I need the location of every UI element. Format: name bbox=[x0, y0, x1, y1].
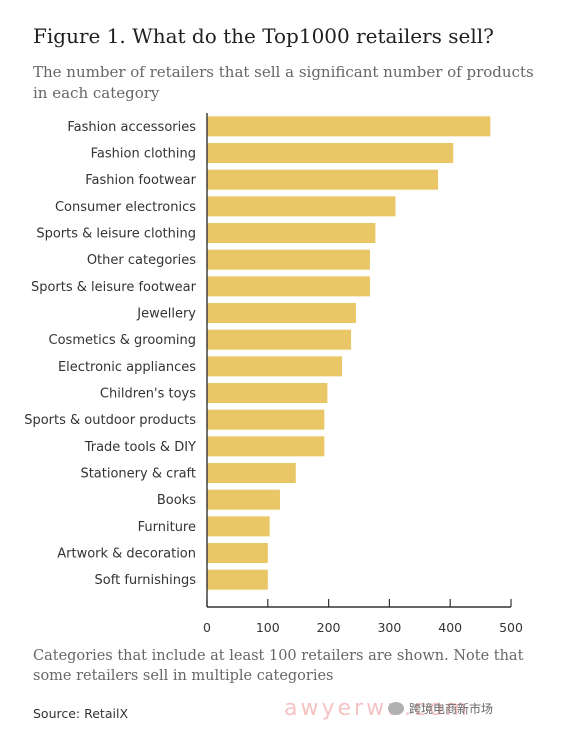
category-label: Jewellery bbox=[136, 307, 196, 322]
bar bbox=[207, 329, 352, 350]
category-label: Furniture bbox=[138, 520, 196, 535]
category-label: Sports & outdoor products bbox=[24, 413, 196, 428]
category-label: Books bbox=[157, 493, 196, 508]
bar bbox=[207, 516, 270, 537]
x-tick-label: 200 bbox=[317, 620, 341, 635]
watermark-badge: 跨境电商新市场 bbox=[388, 700, 493, 717]
bar bbox=[207, 356, 342, 377]
bar bbox=[207, 276, 370, 297]
category-label: Stationery & craft bbox=[80, 467, 196, 482]
bar bbox=[207, 383, 328, 403]
chart-footnote: Categories that include at least 100 ret… bbox=[33, 648, 524, 684]
wechat-icon bbox=[388, 702, 404, 715]
category-label: Children's toys bbox=[100, 387, 196, 402]
bar bbox=[207, 409, 325, 430]
bar bbox=[207, 143, 454, 163]
bar bbox=[207, 196, 396, 217]
category-label: Fashion accessories bbox=[67, 120, 196, 135]
source-label: Source: RetailX bbox=[33, 706, 129, 721]
x-tick-label: 300 bbox=[377, 620, 401, 635]
x-tick-label: 100 bbox=[256, 620, 280, 635]
bar bbox=[207, 249, 370, 270]
category-label: Other categories bbox=[87, 253, 196, 268]
category-label: Consumer electronics bbox=[55, 200, 196, 215]
chart-title: Figure 1. What do the Top1000 retailers … bbox=[33, 24, 494, 48]
category-label: Fashion clothing bbox=[91, 147, 196, 162]
category-label: Cosmetics & grooming bbox=[49, 333, 196, 348]
bar bbox=[207, 489, 280, 510]
category-label: Artwork & decoration bbox=[57, 547, 196, 562]
category-labels: Fashion accessories Fashion clothing Fashi… bbox=[24, 120, 196, 588]
bar bbox=[207, 569, 268, 590]
bar bbox=[207, 223, 376, 243]
watermark-badge-text: 跨境电商新市场 bbox=[409, 702, 494, 716]
x-tick-label: 500 bbox=[499, 620, 523, 635]
bar bbox=[207, 543, 268, 563]
bar bbox=[207, 169, 439, 190]
category-label: Fashion footwear bbox=[85, 173, 196, 188]
bar bbox=[207, 303, 356, 323]
category-label: Trade tools & DIY bbox=[84, 440, 196, 455]
bar bbox=[207, 116, 491, 137]
bar bbox=[207, 436, 325, 457]
bar-chart: Fashion accessories Fashion clothing Fashi… bbox=[24, 113, 523, 635]
category-label: Soft furnishings bbox=[95, 573, 197, 588]
category-label: Sports & leisure clothing bbox=[36, 227, 196, 242]
category-label: Electronic appliances bbox=[58, 360, 196, 375]
category-label: Sports & leisure footwear bbox=[31, 280, 197, 295]
watermark-text: awyerwu.com bbox=[284, 696, 470, 721]
bar bbox=[207, 463, 296, 483]
bars-layer bbox=[207, 116, 491, 590]
x-tick-label: 400 bbox=[438, 620, 462, 635]
x-tick-label: 0 bbox=[203, 620, 211, 635]
chart-subtitle: The number of retailers that sell a sign… bbox=[33, 63, 534, 102]
x-axis: 0 100 200 300 400 500 bbox=[203, 113, 523, 635]
